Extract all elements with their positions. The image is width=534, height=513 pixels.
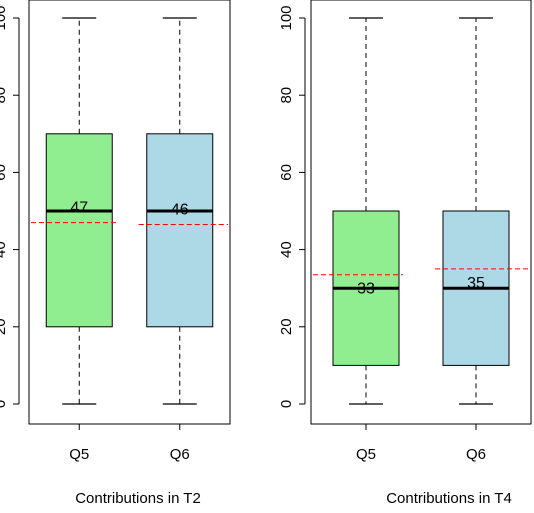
y-tick-label: 80 — [278, 87, 295, 104]
x-tick-label: Q6 — [466, 446, 486, 463]
y-tick-label: 0 — [278, 400, 295, 408]
y-tick-label: 80 — [0, 87, 9, 104]
box-q5 — [45, 133, 113, 328]
y-tick-label: 20 — [0, 318, 9, 335]
y-tick-label: 60 — [0, 164, 9, 181]
y-tick-label: 100 — [278, 5, 295, 30]
y-tick-label: 60 — [278, 164, 295, 181]
x-tick-label: Q5 — [356, 446, 376, 463]
mean-value-label: 46 — [171, 202, 189, 219]
y-tick-label: 40 — [0, 241, 9, 258]
x-axis-title: Contributions in T2 — [75, 490, 201, 507]
x-axis-title: Contributions in T4 — [386, 490, 512, 507]
x-tick-label: Q5 — [69, 446, 89, 463]
mean-value-label: 33 — [357, 281, 375, 298]
mean-value-label: 35 — [467, 275, 485, 292]
mean-value-label: 47 — [70, 200, 88, 217]
y-tick-label: 100 — [0, 5, 9, 30]
panel-2: 0 20 40 60 80 100 Q5 Q6 33 35 Contributions in T4 — [278, 0, 532, 507]
y-tick-label: 0 — [0, 400, 9, 408]
y-tick-label: 40 — [278, 241, 295, 258]
y-tick-label: 20 — [278, 318, 295, 335]
panel-1: 0 20 40 60 80 100 Q5 Q6 47 46 Contributions in T2 — [0, 0, 231, 507]
box-q6 — [146, 133, 214, 328]
x-tick-label: Q6 — [170, 446, 190, 463]
